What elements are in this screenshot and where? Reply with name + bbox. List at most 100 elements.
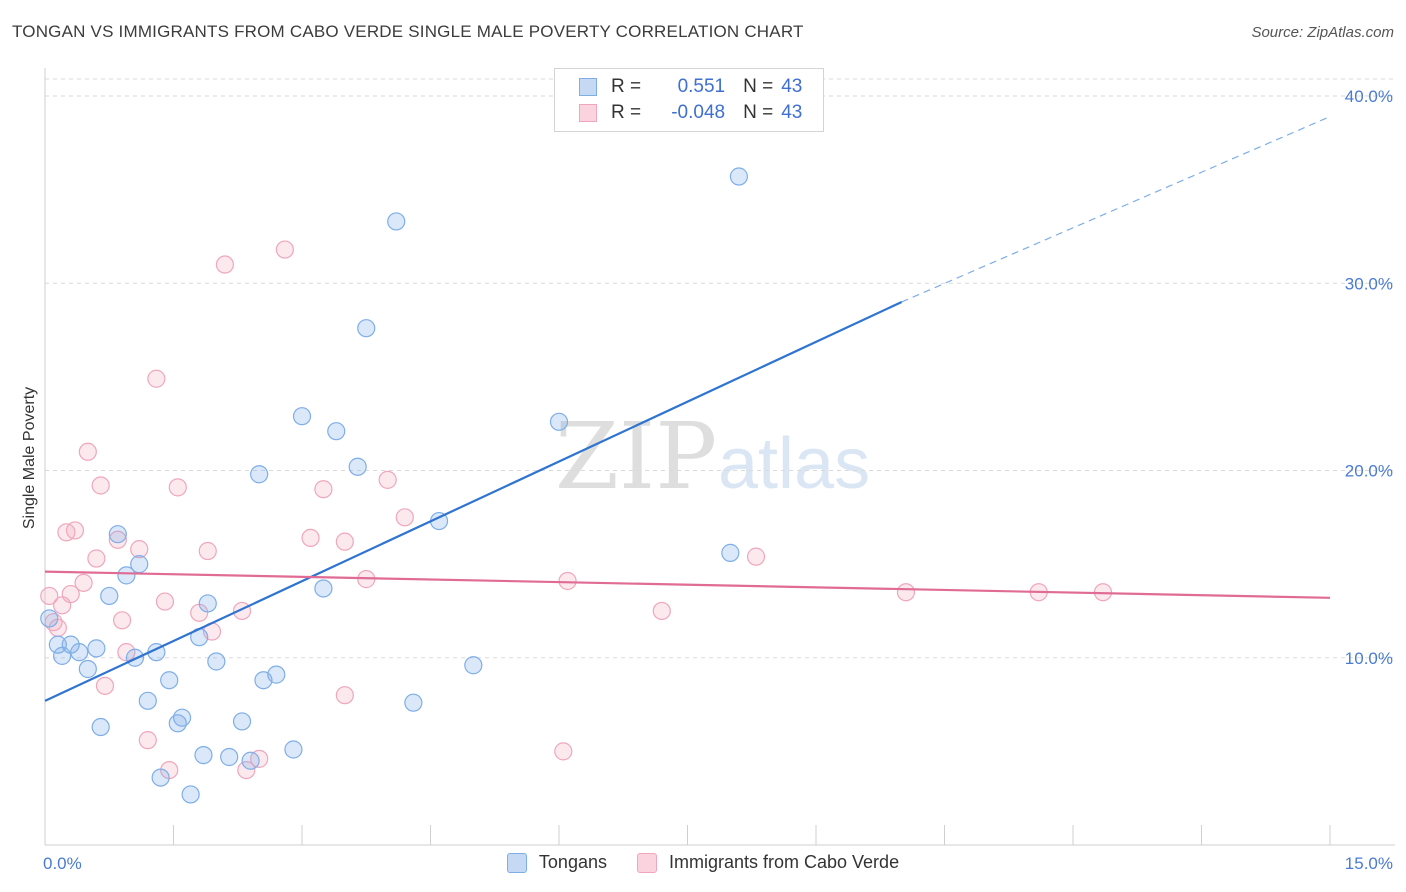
trend-lines [44,116,1331,702]
legend-n-value: 43 [781,102,803,123]
point-tongans [138,691,157,710]
point-cabo-verde [95,676,115,695]
point-tongans [327,422,346,441]
y-tick-label: 40.0% [1345,87,1393,106]
trend-line-tongans [44,300,903,702]
correlation-legend: R = 0.551 N = 43 R = -0.048 N = 43 [554,68,824,132]
legend-r-value: -0.048 [671,102,726,123]
point-cabo-verde [74,573,93,592]
series-legend: Tongans Immigrants from Cabo Verde [0,852,1406,873]
point-tongans [241,751,260,770]
point-tongans [232,712,252,731]
legend-n-label: N = [743,76,774,97]
trend-line-cabo-verde [44,570,1331,599]
series-label-cabo-verde: Immigrants from Cabo Verde [668,852,900,872]
series-label-tongans: Tongans [538,852,607,872]
point-cabo-verde [301,528,320,548]
point-cabo-verde [87,549,106,568]
point-cabo-verde [558,571,577,591]
point-cabo-verde [314,480,333,499]
legend-n-label: N = [743,102,774,123]
point-tongans [250,465,269,484]
point-cabo-verde [130,540,149,559]
point-cabo-verde [378,470,397,489]
point-tongans [108,525,127,544]
point-cabo-verde [138,731,157,750]
point-tongans [40,609,59,628]
point-cabo-verde [198,541,217,561]
y-axis-label: Single Male Poverty [21,387,38,529]
trend-line-tongans-extension [901,116,1331,303]
point-tongans [117,566,136,585]
grid-lines [45,78,1395,659]
series-swatch-tongans [506,852,527,873]
point-cabo-verde [91,476,110,495]
point-tongans [48,635,67,654]
point-tongans [181,785,200,804]
point-tongans [70,643,89,662]
point-tongans [729,167,749,186]
point-cabo-verde [40,586,59,606]
point-cabo-verde [78,442,97,461]
point-tongans [292,407,312,426]
source-credit: Source: ZipAtlas.com [1251,24,1394,41]
legend-n-value: 43 [781,76,803,97]
watermark-zip: ZIP [555,403,717,510]
point-tongans [220,747,239,767]
point-tongans [464,656,483,675]
point-tongans [284,740,303,759]
legend-swatch-cabo-verde [579,104,597,122]
point-tongans [87,639,106,658]
point-cabo-verde [65,521,85,540]
point-tongans [130,555,149,574]
legend-row-cabo-verde: R = -0.048 N = 43 [579,101,802,125]
series-legend-tongans: Tongans [506,852,607,873]
point-tongans [100,586,119,606]
point-cabo-verde [108,530,127,549]
legend-r-label: R = [611,102,642,123]
point-cabo-verde [215,255,234,274]
y-tick-label: 20.0% [1345,462,1393,481]
point-cabo-verde [155,592,175,611]
chart-title: TONGAN VS IMMIGRANTS FROM CABO VERDE SIN… [12,22,804,41]
y-tick-label: 30.0% [1345,274,1393,293]
point-cabo-verde [554,742,573,761]
tick-labels: 10.0% 20.0% 30.0% 40.0% 0.0% 15.0% [43,87,1393,873]
point-tongans [549,412,569,431]
point-tongans [267,665,286,684]
point-tongans [207,652,226,671]
y-tick-label: 10.0% [1345,649,1393,668]
point-cabo-verde [61,584,80,604]
watermark-atlas: atlas [718,424,870,504]
point-tongans [721,543,740,562]
point-cabo-verde [896,583,916,602]
point-tongans [194,746,213,765]
point-cabo-verde [746,547,766,566]
point-tongans [314,579,333,598]
legend-r-value: 0.551 [677,76,726,97]
axes [44,68,1395,846]
point-cabo-verde [275,240,294,259]
legend-r-label: R = [611,76,642,97]
point-cabo-verde [335,532,354,551]
data-points [40,167,1113,804]
series-legend-cabo-verde: Immigrants from Cabo Verde [636,852,900,873]
point-cabo-verde [147,369,166,388]
point-tongans [172,708,192,727]
point-tongans [198,594,217,613]
point-cabo-verde [168,478,187,497]
point-tongans [348,457,367,476]
watermark: ZIP atlas [555,403,870,510]
point-cabo-verde [335,686,354,705]
x-tick-label-max: 15.0% [1345,854,1393,873]
point-cabo-verde [112,611,132,630]
point-tongans [151,768,170,787]
point-tongans [91,717,110,737]
point-tongans [78,659,97,679]
legend-row-tongans: R = 0.551 N = 43 [579,75,802,99]
point-tongans [357,319,376,338]
point-tongans [160,671,179,690]
x-tick-label-min: 0.0% [43,854,82,873]
point-tongans [387,212,406,231]
